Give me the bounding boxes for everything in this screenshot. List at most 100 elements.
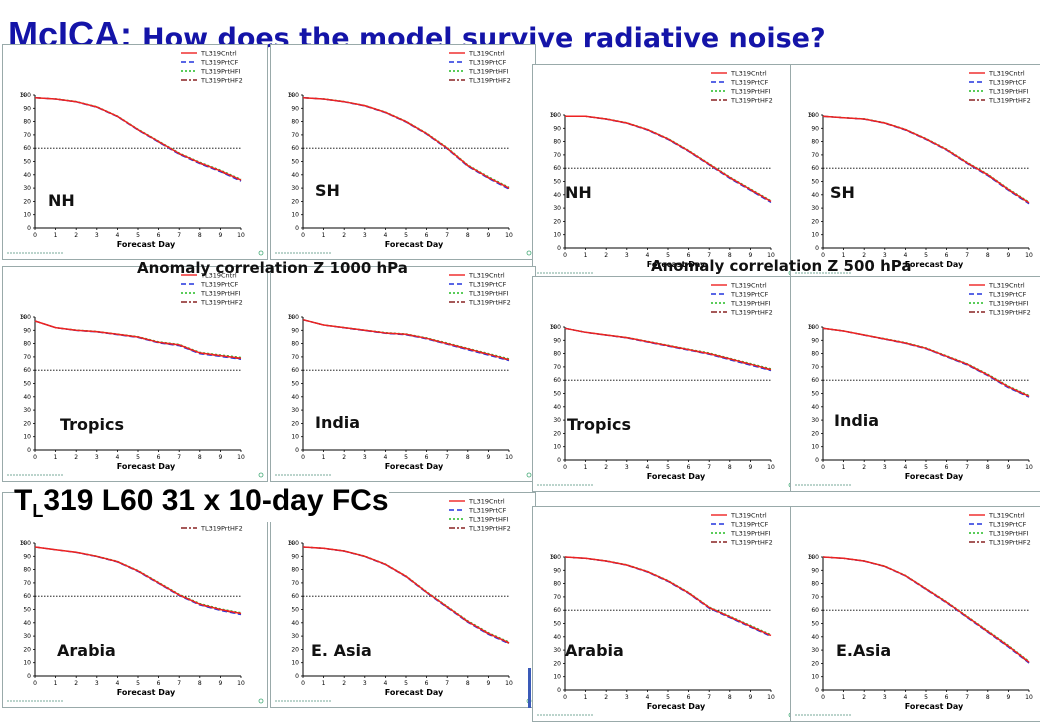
- x-tick-label: 8: [728, 252, 732, 259]
- y-tick-label: 60: [291, 145, 299, 152]
- x-tick-label: 6: [945, 464, 949, 471]
- y-tick-label: 70: [553, 594, 561, 601]
- y-axis-label: %: [809, 554, 815, 561]
- x-tick-label: 1: [584, 464, 588, 471]
- x-tick-label: 4: [903, 694, 907, 701]
- y-tick-label: 100: [20, 314, 32, 321]
- y-tick-label: 10: [553, 444, 561, 451]
- x-tick-label: 3: [363, 232, 367, 239]
- y-tick-label: 70: [291, 354, 299, 361]
- y-tick-label: 40: [291, 172, 299, 179]
- series-line-mhf2: [34, 546, 242, 615]
- y-tick-label: 20: [811, 660, 819, 667]
- region-label: SH: [315, 181, 340, 200]
- x-tick-label: 1: [842, 252, 846, 259]
- y-tick-label: 100: [550, 554, 562, 561]
- x-tick-label: 9: [218, 454, 222, 461]
- region-label: Tropics: [567, 415, 631, 434]
- x-tick-label: 9: [218, 680, 222, 687]
- y-tick-label: 10: [291, 660, 299, 667]
- legend-label: TL319PrtHFI: [468, 290, 509, 298]
- run-info-sub: L: [32, 501, 44, 521]
- legend-label: TL319Cntrl: [200, 272, 237, 280]
- legend-label: TL319PrtHF2: [468, 525, 511, 533]
- x-tick-label: 0: [33, 232, 37, 239]
- x-tick-label: 10: [1025, 252, 1033, 259]
- run-info-rest: 319 L60 31 x 10-day FCs: [43, 484, 389, 517]
- x-tick-label: 4: [383, 454, 387, 461]
- x-tick-label: 10: [237, 454, 245, 461]
- x-axis-label: Forecast Day: [905, 472, 964, 481]
- y-tick-label: 80: [553, 351, 561, 358]
- series-line-mhf2: [34, 320, 242, 360]
- x-tick-label: 5: [924, 252, 928, 259]
- x-tick-label: 2: [862, 694, 866, 701]
- y-tick-label: 30: [811, 417, 819, 424]
- y-tick-label: 90: [291, 105, 299, 112]
- x-tick-label: 10: [237, 232, 245, 239]
- y-tick-label: 90: [23, 553, 31, 560]
- x-tick-label: 5: [404, 454, 408, 461]
- y-tick-label: 30: [811, 205, 819, 212]
- series-line-mhfi: [34, 546, 242, 614]
- legend-label: TL319PrtCF: [730, 521, 769, 529]
- x-tick-label: 0: [301, 232, 305, 239]
- y-tick-label: 10: [23, 660, 31, 667]
- x-tick-label: 7: [965, 252, 969, 259]
- series-line-cf: [34, 97, 242, 182]
- x-tick-label: 10: [505, 232, 513, 239]
- x-tick-label: 0: [821, 694, 825, 701]
- y-tick-label: 50: [811, 621, 819, 628]
- y-tick-label: 60: [553, 607, 561, 614]
- legend-label: TL319PrtHFI: [730, 88, 771, 96]
- x-tick-label: 9: [218, 232, 222, 239]
- region-label: Tropics: [60, 415, 124, 434]
- series-line-mhfi: [302, 97, 510, 188]
- series-line-ctrl: [822, 556, 1030, 663]
- x-tick-label: 5: [666, 694, 670, 701]
- y-tick-label: 10: [811, 674, 819, 681]
- x-tick-label: 2: [604, 694, 608, 701]
- y-tick-label: 50: [23, 381, 31, 388]
- y-tick-label: 60: [553, 377, 561, 384]
- footer-icon: [258, 698, 264, 704]
- x-tick-label: 10: [237, 680, 245, 687]
- chart-svg: TL319CntrlTL319PrtCFTL319PrtHFITL319PrtH…: [795, 512, 1033, 716]
- y-tick-label: 20: [553, 430, 561, 437]
- y-tick-label: 0: [815, 457, 819, 464]
- x-tick-label: 4: [645, 252, 649, 259]
- x-axis-label: Forecast Day: [385, 688, 444, 697]
- x-tick-label: 6: [945, 252, 949, 259]
- y-tick-label: 60: [553, 165, 561, 172]
- x-tick-label: 2: [862, 252, 866, 259]
- x-tick-label: 3: [625, 694, 629, 701]
- series-line-ctrl: [822, 327, 1030, 397]
- x-tick-label: 5: [136, 454, 140, 461]
- region-label: E.Asia: [836, 641, 892, 660]
- y-tick-label: 80: [23, 567, 31, 574]
- y-tick-label: 80: [291, 341, 299, 348]
- legend-label: TL319PrtHF2: [730, 309, 773, 317]
- y-tick-label: 10: [811, 232, 819, 239]
- chart-panel: TL319CntrlTL319PrtCFTL319PrtHFITL319PrtH…: [2, 492, 268, 708]
- x-tick-label: 2: [862, 464, 866, 471]
- y-tick-label: 50: [553, 391, 561, 398]
- y-tick-label: 30: [553, 647, 561, 654]
- caption-z500: Anomaly correlation Z 500 hPa: [651, 257, 912, 275]
- y-tick-label: 80: [811, 351, 819, 358]
- caption-z1000: Anomaly correlation Z 1000 hPa: [137, 259, 408, 277]
- x-tick-label: 6: [425, 680, 429, 687]
- series-line-ctrl: [34, 320, 242, 359]
- legend-label: TL319Cntrl: [468, 50, 505, 58]
- y-tick-label: 80: [553, 581, 561, 588]
- x-axis-label: Forecast Day: [117, 688, 176, 697]
- divider: [528, 668, 531, 708]
- chart-svg: TL319CntrlTL319PrtCFTL319PrtHFITL319PrtH…: [7, 272, 264, 478]
- legend-label: TL319PrtCF: [468, 59, 507, 67]
- x-tick-label: 0: [563, 252, 567, 259]
- legend-label: TL319PrtCF: [468, 507, 507, 515]
- series-line-ctrl: [34, 96, 242, 181]
- y-tick-label: 0: [27, 447, 31, 454]
- y-tick-label: 80: [23, 119, 31, 126]
- legend-label: TL319PrtHFI: [988, 88, 1029, 96]
